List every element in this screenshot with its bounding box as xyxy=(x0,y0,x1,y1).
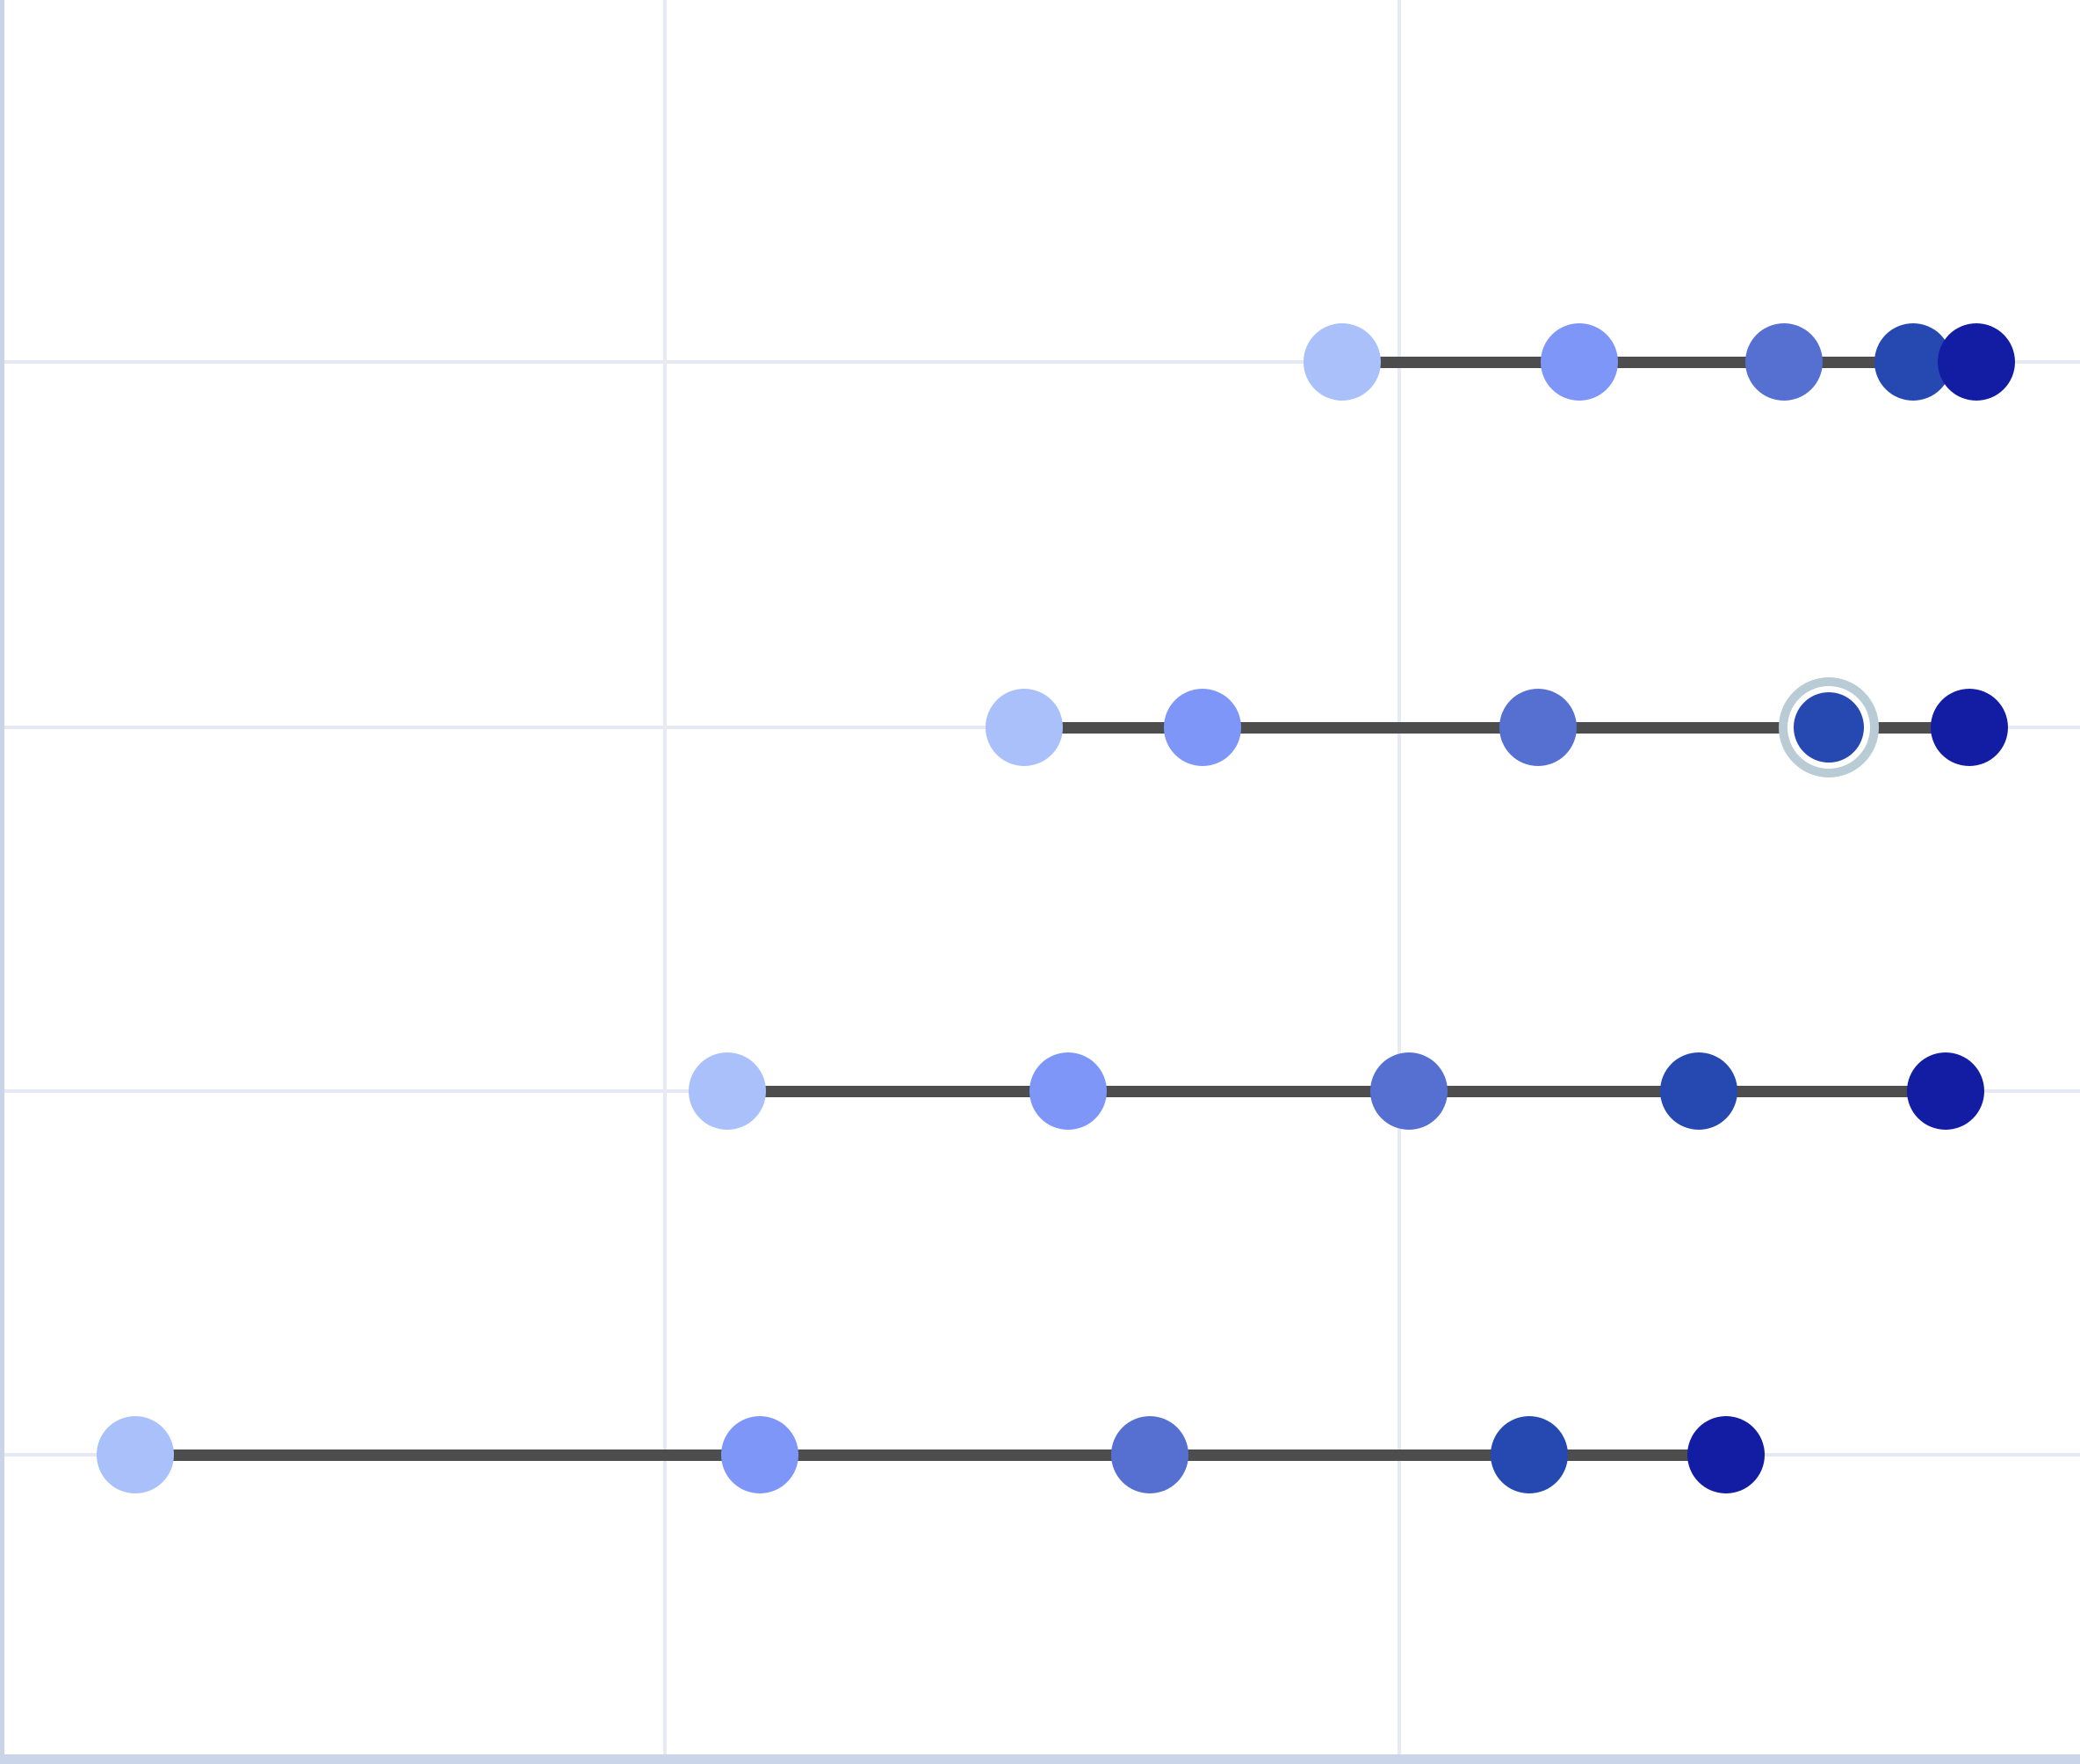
data-point[interactable] xyxy=(97,1416,174,1493)
data-point[interactable] xyxy=(1931,689,2008,766)
data-point[interactable] xyxy=(1687,1416,1765,1493)
data-point[interactable] xyxy=(1660,1052,1737,1130)
data-point[interactable] xyxy=(1938,323,2015,401)
data-point[interactable] xyxy=(721,1416,798,1493)
row-connector-line xyxy=(1024,721,1969,734)
data-point[interactable] xyxy=(1370,1052,1448,1130)
vertical-gridline xyxy=(1398,0,1401,1764)
data-point[interactable] xyxy=(1907,1052,1984,1130)
data-point[interactable] xyxy=(1164,689,1241,766)
data-point-highlighted[interactable] xyxy=(1794,692,1864,763)
data-point[interactable] xyxy=(1491,1416,1568,1493)
data-point[interactable] xyxy=(1499,689,1577,766)
vertical-gridline xyxy=(663,0,667,1764)
row-connector-line xyxy=(135,1449,1726,1461)
data-point[interactable] xyxy=(1111,1416,1188,1493)
data-point[interactable] xyxy=(1029,1052,1107,1130)
data-point[interactable] xyxy=(1541,323,1618,401)
data-point[interactable] xyxy=(986,689,1063,766)
data-point[interactable] xyxy=(1304,323,1381,401)
data-point[interactable] xyxy=(689,1052,766,1130)
left-axis-border xyxy=(0,0,4,1764)
data-point[interactable] xyxy=(1745,323,1823,401)
row-connector-line xyxy=(727,1085,1946,1097)
bottom-axis-band xyxy=(0,1754,2080,1764)
